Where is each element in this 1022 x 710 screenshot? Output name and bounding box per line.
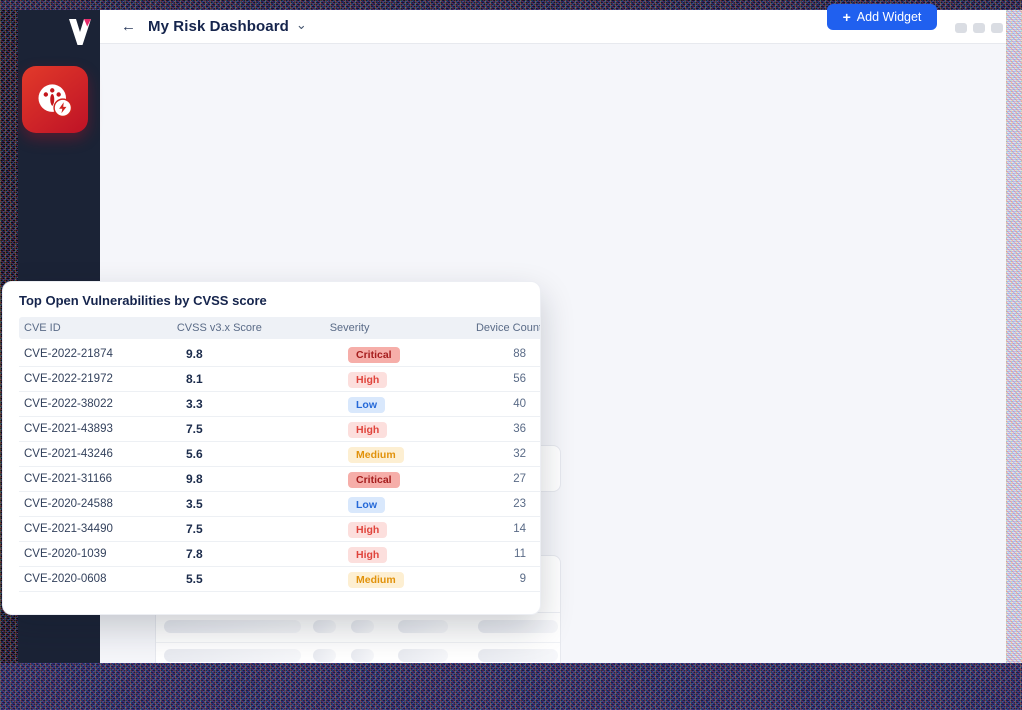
skeleton-bar xyxy=(478,649,558,662)
table-row[interactable]: CVE-2021-31166 9.8 Critical 27 xyxy=(19,467,540,492)
table-row[interactable]: CVE-2022-21972 8.1 High 56 xyxy=(19,367,540,392)
skeleton-bar xyxy=(398,649,448,662)
column-header-score[interactable]: CVSS v3.x Score xyxy=(176,322,262,334)
window-control-icon[interactable] xyxy=(955,23,967,33)
column-header-devices[interactable]: Device Count xyxy=(475,322,541,334)
plus-icon: + xyxy=(842,9,851,25)
table-row[interactable]: CVE-2022-21874 9.8 Critical 88 xyxy=(19,342,540,367)
table-row[interactable]: CVE-2021-34490 7.5 High 14 xyxy=(19,517,540,542)
cell-score: 7.5 xyxy=(186,422,203,436)
table-row[interactable]: CVE-2020-0608 5.5 Medium 9 xyxy=(19,567,540,592)
cell-severity: High xyxy=(348,520,503,538)
cell-severity: Low xyxy=(348,395,503,413)
skeleton-bar xyxy=(398,620,448,633)
cell-score: 3.3 xyxy=(186,397,203,411)
table-row[interactable]: CVE-2021-43893 7.5 High 36 xyxy=(19,417,540,442)
severity-badge: Critical xyxy=(348,472,400,488)
card-top-vulnerabilities-cvss: Top Open Vulnerabilities by CVSS score C… xyxy=(2,281,541,615)
table-row[interactable]: CVE-2020-1039 7.8 High 11 xyxy=(19,542,540,567)
cell-devices: 11 xyxy=(514,548,526,560)
severity-badge: Critical xyxy=(348,347,400,363)
cell-cve: CVE-2020-1039 xyxy=(24,548,107,560)
cell-cve: CVE-2022-38022 xyxy=(24,398,113,410)
skeleton-bar xyxy=(164,620,301,633)
chevron-down-icon[interactable]: ⌄ xyxy=(295,16,307,32)
table-row[interactable]: CVE-2020-24588 3.5 Low 23 xyxy=(19,492,540,517)
gauge-bolt-icon xyxy=(38,83,73,117)
cell-severity: High xyxy=(348,370,503,388)
cell-score: 7.8 xyxy=(186,547,203,561)
cell-severity: Medium xyxy=(348,445,503,463)
cell-cve: CVE-2022-21972 xyxy=(24,373,113,385)
cell-devices: 14 xyxy=(513,523,526,535)
cell-devices: 23 xyxy=(513,498,526,510)
severity-badge: High xyxy=(348,372,388,388)
cell-severity: Critical xyxy=(348,470,503,488)
cell-devices: 9 xyxy=(519,573,526,585)
cell-severity: Critical xyxy=(348,345,503,363)
cell-score: 9.8 xyxy=(186,472,203,486)
cell-severity: Medium xyxy=(348,570,503,588)
cell-devices: 27 xyxy=(513,473,526,485)
cell-cve: CVE-2021-31166 xyxy=(24,473,113,485)
divider xyxy=(156,642,560,643)
vanta-logo-icon[interactable] xyxy=(68,18,92,46)
noise-border-right xyxy=(1006,0,1022,710)
cell-devices: 36 xyxy=(513,423,526,435)
window-control-icon[interactable] xyxy=(991,23,1003,33)
table-row[interactable]: CVE-2022-38022 3.3 Low 40 xyxy=(19,392,540,417)
skeleton-bar xyxy=(351,620,374,633)
cell-cve: CVE-2022-21874 xyxy=(24,348,113,360)
severity-badge: High xyxy=(348,547,388,563)
cell-devices: 88 xyxy=(513,348,526,360)
severity-badge: Medium xyxy=(348,572,404,588)
column-header-cve[interactable]: CVE ID xyxy=(24,322,61,334)
cell-cve: CVE-2021-43893 xyxy=(24,423,113,435)
noise-border-bottom xyxy=(0,663,1022,710)
table-header-row: CVE ID CVSS v3.x Score Severity Device C… xyxy=(19,317,541,339)
severity-badge: Low xyxy=(348,497,385,513)
add-widget-label: Add Widget xyxy=(856,10,922,24)
cell-severity: High xyxy=(348,420,503,438)
card-title: Top Open Vulnerabilities by CVSS score xyxy=(19,293,267,308)
skeleton-bar xyxy=(313,620,336,633)
skeleton-bar xyxy=(313,649,336,662)
risk-app-icon[interactable] xyxy=(22,66,88,133)
cell-severity: High xyxy=(348,545,503,563)
cell-score: 9.8 xyxy=(186,347,203,361)
severity-badge: High xyxy=(348,422,388,438)
cell-score: 3.5 xyxy=(186,497,203,511)
cell-devices: 56 xyxy=(513,373,526,385)
skeleton-bar xyxy=(478,620,558,633)
cell-devices: 32 xyxy=(513,448,526,460)
column-header-severity[interactable]: Severity xyxy=(329,322,370,334)
cell-cve: CVE-2020-0608 xyxy=(24,573,107,585)
severity-badge: Medium xyxy=(348,447,404,463)
cell-score: 7.5 xyxy=(186,522,203,536)
cell-cve: CVE-2020-24588 xyxy=(24,498,113,510)
add-widget-button[interactable]: + Add Widget xyxy=(827,4,937,30)
cell-severity: Low xyxy=(348,495,503,513)
cell-cve: CVE-2021-34490 xyxy=(24,523,113,535)
cell-cve: CVE-2021-43246 xyxy=(24,448,113,460)
cell-score: 5.6 xyxy=(186,447,203,461)
noise-border-top xyxy=(0,0,1022,10)
table-row[interactable]: CVE-2021-43246 5.6 Medium 32 xyxy=(19,442,540,467)
page-title: My Risk Dashboard xyxy=(148,18,289,35)
severity-badge: High xyxy=(348,522,388,538)
skeleton-bar xyxy=(351,649,374,662)
severity-badge: Low xyxy=(348,397,385,413)
cell-score: 5.5 xyxy=(186,572,203,586)
window-control-icon[interactable] xyxy=(973,23,985,33)
cell-devices: 40 xyxy=(513,398,526,410)
back-arrow-icon[interactable]: ← xyxy=(121,18,136,35)
skeleton-bar xyxy=(164,649,301,662)
cell-score: 8.1 xyxy=(186,372,203,386)
